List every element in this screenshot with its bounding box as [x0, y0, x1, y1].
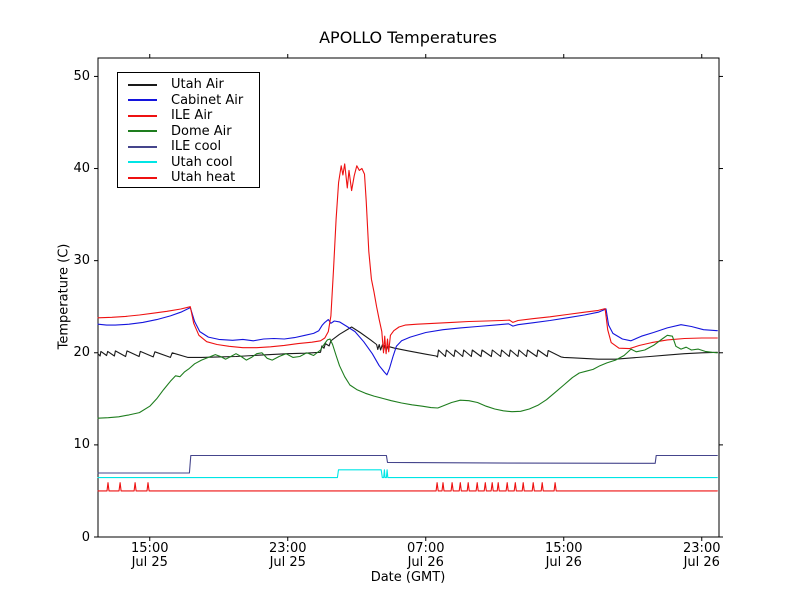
series-cabinet-air-line — [97, 307, 718, 376]
y-axis-label: Temperature (C) — [56, 243, 72, 350]
utah-heat-legend-line — [128, 176, 157, 179]
utah-air-legend-line — [128, 83, 157, 86]
x-tick-label: 23:00 Jul 26 — [683, 541, 721, 570]
chart-title: APOLLO Temperatures — [319, 28, 497, 47]
series-ile-air-line — [97, 163, 718, 355]
legend-item-ile-air: ILE Air — [118, 108, 259, 124]
legend-item-utah-air: Utah Air — [118, 77, 259, 93]
y-tick-label: 10 — [73, 437, 90, 453]
utah-cool-legend-line — [128, 161, 157, 164]
x-axis-label: Date (GMT) — [370, 570, 446, 585]
legend-label: ILE cool — [171, 139, 222, 155]
axes-frame — [97, 57, 720, 538]
y-tick-label: 50 — [73, 68, 90, 84]
y-tick-label: 20 — [73, 345, 90, 361]
legend-item-utah-heat: Utah heat — [118, 170, 259, 186]
legend-item-cabinet-air: Cabinet Air — [118, 93, 259, 109]
y-tick-label: 40 — [73, 161, 90, 177]
x-tick-label: 15:00 Jul 26 — [545, 541, 583, 570]
legend-label: Utah Air — [171, 77, 224, 93]
legend-item-utah-cool: Utah cool — [118, 155, 259, 171]
legend-label: Utah cool — [171, 154, 233, 170]
x-tick-label: 23:00 Jul 25 — [269, 541, 307, 570]
ile-air-legend-line — [128, 114, 157, 117]
ile-cool-legend-line — [128, 145, 157, 148]
legend-label: ILE Air — [171, 108, 213, 124]
y-tick-label: 0 — [81, 529, 90, 545]
series-utah-heat-line — [97, 482, 718, 492]
legend-item-ile-cool: ILE cool — [118, 139, 259, 155]
dome-air-legend-line — [128, 130, 157, 133]
legend-label: Dome Air — [171, 123, 232, 139]
series-ile-cool-line — [97, 454, 718, 474]
x-tick-label: 15:00 Jul 25 — [131, 541, 169, 570]
cabinet-air-legend-line — [128, 99, 157, 102]
legend: Utah Air Cabinet Air ILE Air Dome Air ILE co… — [117, 72, 260, 188]
series-dome-air-line — [97, 334, 718, 419]
legend-item-dome-air: Dome Air — [118, 124, 259, 140]
legend-label: Utah heat — [171, 170, 236, 186]
x-tick-label: 07:00 Jul 26 — [407, 541, 445, 570]
series-utah-cool-line — [97, 469, 718, 479]
series-utah-air-line — [97, 326, 718, 360]
legend-label: Cabinet Air — [171, 92, 244, 108]
y-tick-label: 30 — [73, 253, 90, 269]
